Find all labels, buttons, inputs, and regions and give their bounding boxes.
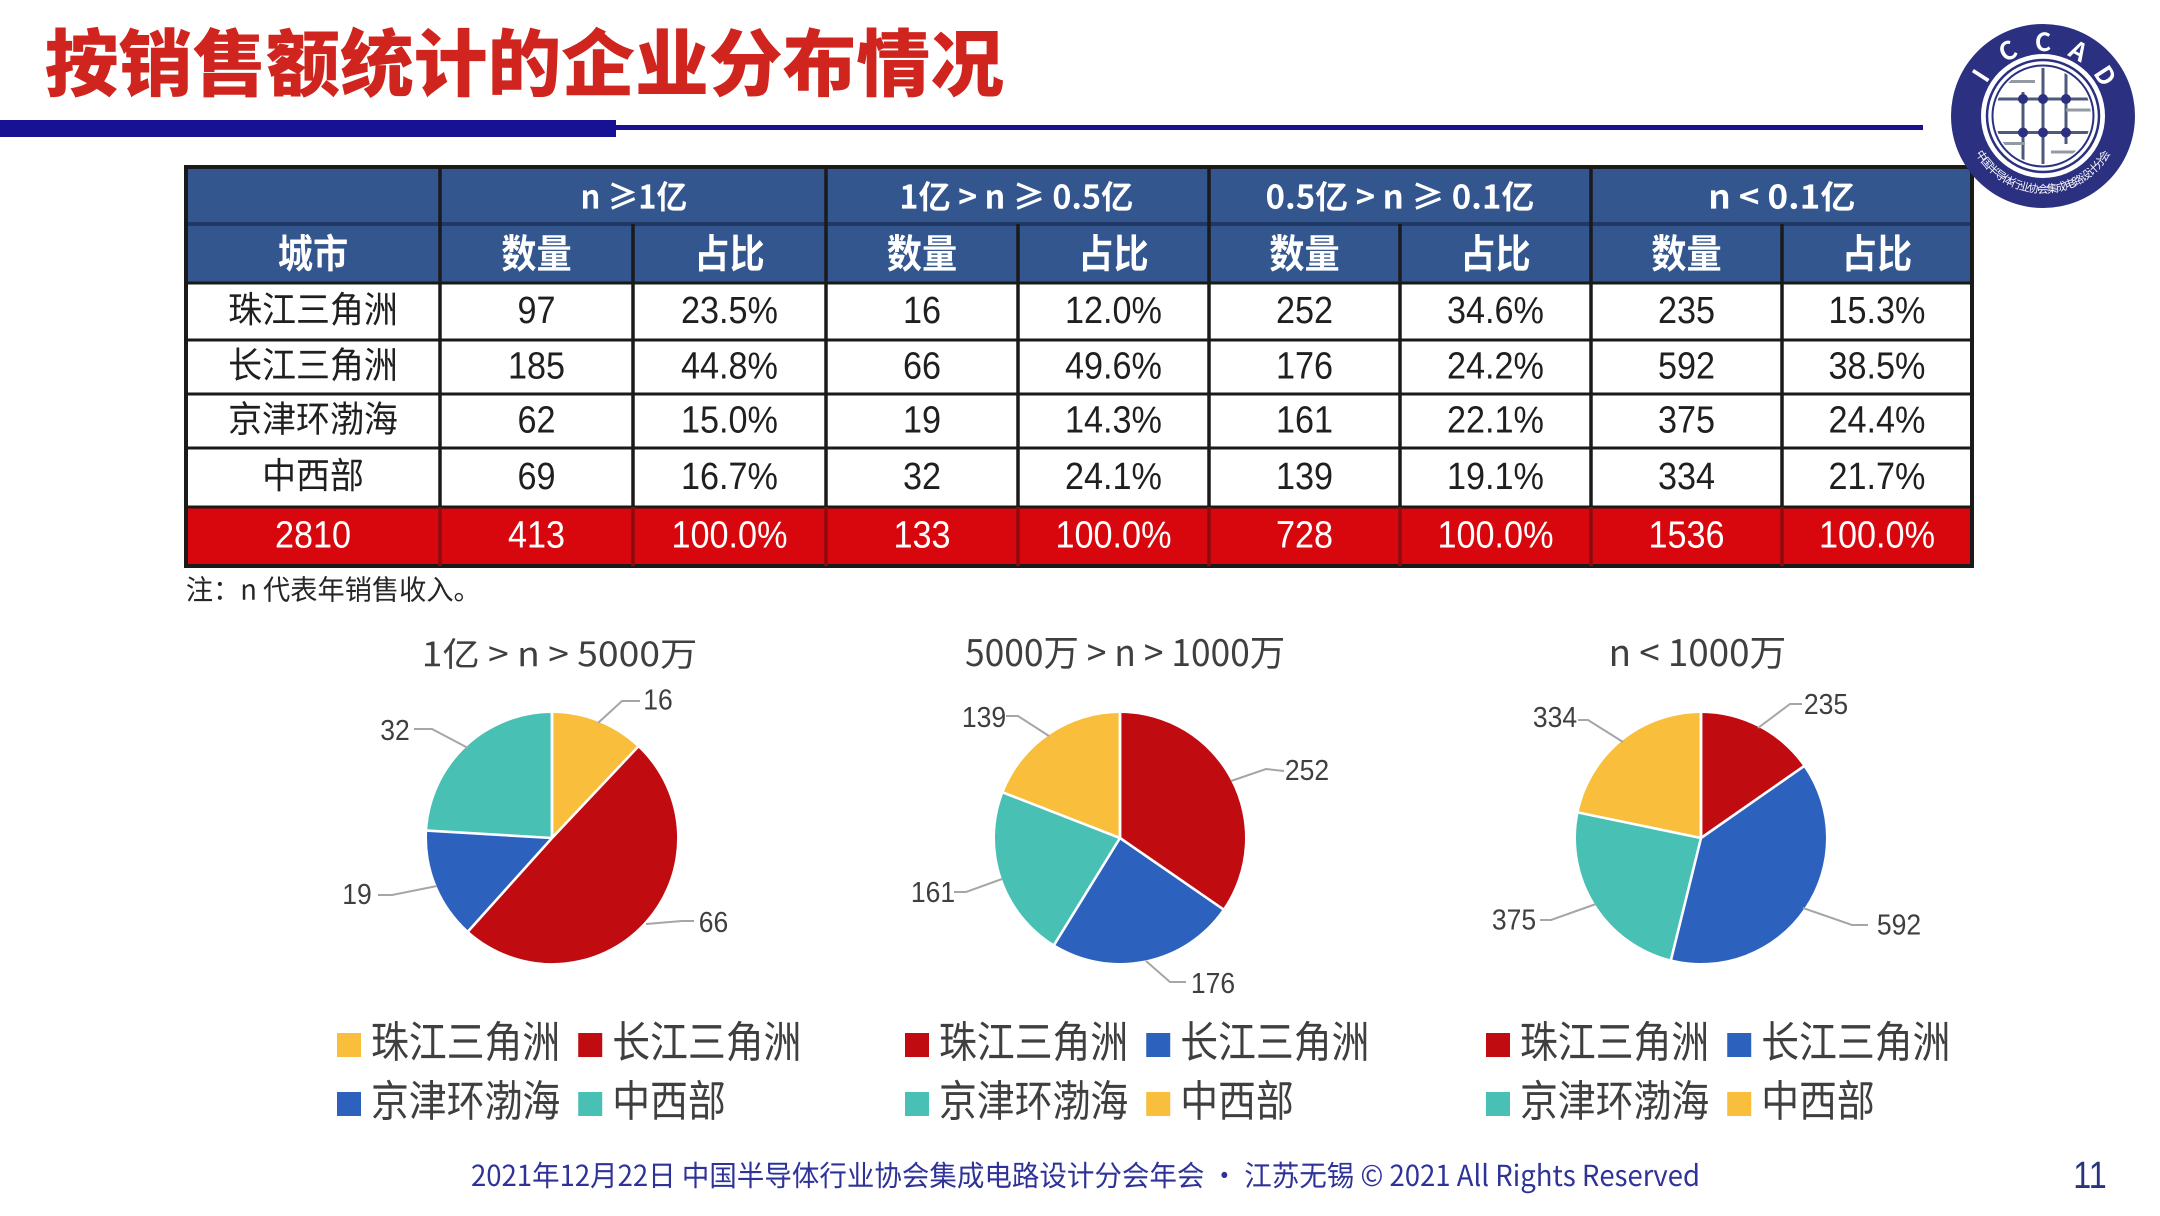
svg-text:24.2%: 24.2%	[1447, 344, 1544, 387]
svg-text:252: 252	[1276, 288, 1333, 331]
svg-text:21.7%: 21.7%	[1829, 454, 1926, 497]
svg-text:49.6%: 49.6%	[1065, 344, 1162, 387]
svg-text:11: 11	[2073, 1155, 2107, 1197]
svg-text:100.0%: 100.0%	[1438, 513, 1554, 556]
svg-text:235: 235	[1658, 288, 1715, 331]
svg-text:24.1%: 24.1%	[1065, 454, 1162, 497]
svg-text:413: 413	[508, 513, 565, 556]
svg-text:185: 185	[508, 344, 565, 387]
svg-text:14.3%: 14.3%	[1065, 398, 1162, 441]
svg-text:23.5%: 23.5%	[681, 288, 778, 331]
svg-text:15.3%: 15.3%	[1829, 288, 1926, 331]
svg-text:22.1%: 22.1%	[1447, 398, 1544, 441]
svg-text:375: 375	[1658, 398, 1715, 441]
svg-text:19: 19	[903, 398, 941, 441]
svg-text:728: 728	[1276, 513, 1333, 556]
svg-text:139: 139	[962, 701, 1006, 733]
svg-text:97: 97	[517, 288, 555, 331]
svg-text:16: 16	[903, 288, 941, 331]
svg-text:32: 32	[903, 454, 941, 497]
svg-text:100.0%: 100.0%	[1056, 513, 1172, 556]
svg-text:34.6%: 34.6%	[1447, 288, 1544, 331]
svg-text:62: 62	[517, 398, 555, 441]
svg-text:176: 176	[1276, 344, 1333, 387]
svg-text:161: 161	[1276, 398, 1333, 441]
svg-text:100.0%: 100.0%	[672, 513, 788, 556]
svg-text:38.5%: 38.5%	[1829, 344, 1926, 387]
svg-text:100.0%: 100.0%	[1819, 513, 1935, 556]
svg-text:32: 32	[380, 714, 409, 746]
svg-text:1536: 1536	[1648, 513, 1724, 556]
svg-text:139: 139	[1276, 454, 1333, 497]
svg-text:334: 334	[1658, 454, 1715, 497]
svg-text:16: 16	[643, 684, 672, 716]
svg-text:375: 375	[1492, 904, 1536, 936]
svg-text:15.0%: 15.0%	[681, 398, 778, 441]
svg-text:69: 69	[517, 454, 555, 497]
svg-text:133: 133	[893, 513, 950, 556]
svg-text:66: 66	[903, 344, 941, 387]
svg-text:66: 66	[699, 906, 728, 938]
svg-text:16.7%: 16.7%	[681, 454, 778, 497]
svg-text:161: 161	[911, 876, 955, 908]
svg-text:44.8%: 44.8%	[681, 344, 778, 387]
svg-text:235: 235	[1804, 688, 1848, 720]
svg-text:252: 252	[1285, 754, 1329, 786]
svg-text:592: 592	[1877, 909, 1921, 941]
svg-text:12.0%: 12.0%	[1065, 288, 1162, 331]
svg-text:19: 19	[342, 878, 371, 910]
svg-text:592: 592	[1658, 344, 1715, 387]
svg-text:19.1%: 19.1%	[1447, 454, 1544, 497]
svg-text:334: 334	[1533, 701, 1577, 733]
svg-text:24.4%: 24.4%	[1829, 398, 1926, 441]
svg-text:2810: 2810	[275, 513, 351, 556]
svg-text:176: 176	[1191, 967, 1235, 999]
